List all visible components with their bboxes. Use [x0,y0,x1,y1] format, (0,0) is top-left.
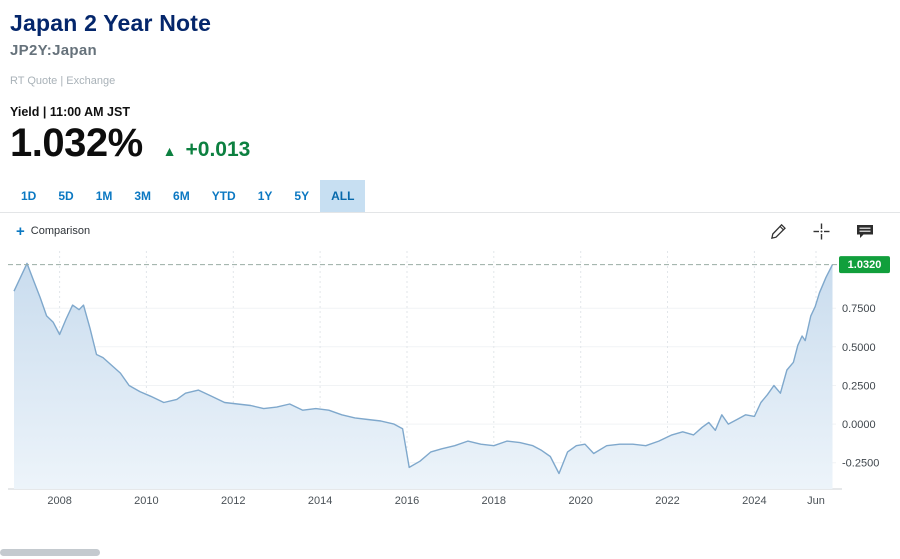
svg-text:2022: 2022 [655,495,679,507]
tab-3m[interactable]: 3M [134,189,152,203]
tab-all[interactable]: ALL [320,180,366,212]
crosshair-icon[interactable] [813,223,830,240]
quote-source-label: RT Quote | Exchange [10,75,116,87]
page-title: Japan 2 Year Note [10,10,212,36]
up-arrow-icon: ▲ [162,143,177,159]
yield-chart: 0.7500 0.5000 0.2500 0.0000 -0.2500 2008 2010 2… [8,251,890,507]
tab-1m[interactable]: 1M [95,189,113,203]
chart-panel: + Comparison [0,212,900,514]
svg-text:2024: 2024 [742,495,766,507]
draw-icon[interactable] [770,223,787,240]
tab-6m[interactable]: 6M [173,189,190,203]
svg-text:2018: 2018 [482,495,506,507]
svg-text:0.7500: 0.7500 [842,303,876,315]
price-row: 1.032% ▲ +0.013 [10,121,900,166]
svg-text:0.0000: 0.0000 [842,419,876,431]
svg-text:2010: 2010 [134,495,158,507]
plus-icon: + [16,222,25,240]
tab-1d[interactable]: 1D [21,189,37,203]
svg-text:2014: 2014 [308,495,332,507]
chart-tools [770,223,874,240]
svg-text:1.0320: 1.0320 [848,259,882,271]
horizontal-scrollbar-thumb[interactable] [0,549,100,556]
chart-area[interactable]: 0.7500 0.5000 0.2500 0.0000 -0.2500 2008 2010 2… [8,245,900,514]
current-yield-value: 1.032% [10,121,143,165]
svg-text:0.5000: 0.5000 [842,342,876,354]
svg-text:0.2500: 0.2500 [842,381,876,393]
tab-1y[interactable]: 1Y [257,189,273,203]
svg-text:-0.2500: -0.2500 [842,458,879,470]
svg-text:Jun: Jun [807,495,825,507]
comparison-button[interactable]: + Comparison [16,224,90,239]
chart-toolbar: + Comparison [0,213,900,245]
change-row: ▲ +0.013 [163,138,251,162]
tab-5d[interactable]: 5D [58,189,74,203]
tab-5y[interactable]: 5Y [294,189,310,203]
range-tabs: 1D 5D 1M 3M 6M YTD 1Y 5Y ALL [10,180,900,212]
quote-header: Japan 2 Year Note JP2Y:Japan RT Quote | … [0,0,900,166]
tab-ytd[interactable]: YTD [211,189,236,203]
svg-text:2012: 2012 [221,495,245,507]
change-value: +0.013 [185,138,251,161]
comparison-label: Comparison [30,225,91,237]
svg-text:2008: 2008 [47,495,71,507]
svg-text:2020: 2020 [568,495,592,507]
svg-text:2016: 2016 [395,495,419,507]
annotation-icon[interactable] [856,224,874,239]
yield-timestamp-label: Yield | 11:00 AM JST [10,105,130,119]
instrument-symbol: JP2Y:Japan [10,42,97,59]
